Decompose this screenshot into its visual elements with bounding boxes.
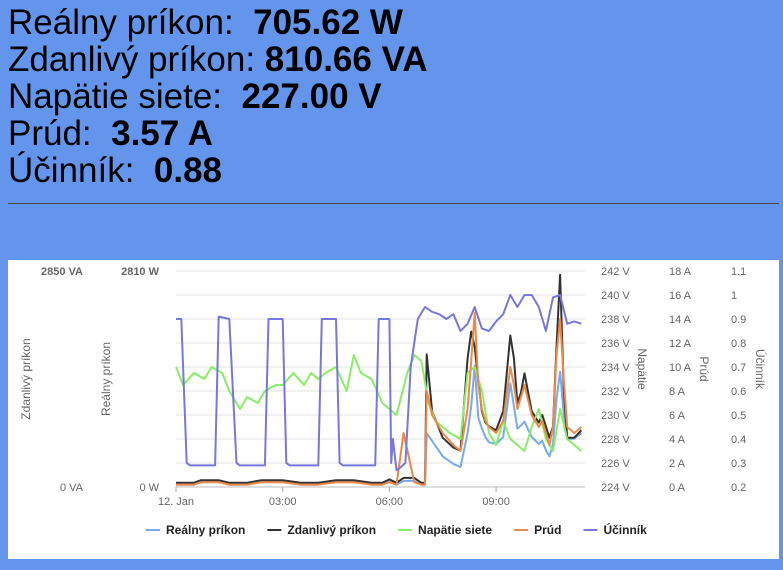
y-axis-title: Reálny príkon — [99, 342, 113, 416]
y-tick-label: 228 V — [601, 434, 630, 446]
y-tick-label: 0 A — [669, 482, 686, 494]
y-tick-label: 14 A — [669, 314, 692, 326]
y-tick-label: 1.1 — [731, 266, 746, 278]
series-line — [176, 273, 583, 484]
reading-label: Zdanlivý príkon: — [8, 40, 256, 79]
legend-entry: Napätie siete — [418, 523, 492, 537]
y-tick-label: 236 V — [601, 338, 630, 350]
y-tick-label: 238 V — [601, 314, 630, 326]
legend-entry: Prúd — [534, 523, 561, 537]
y-tick-label: 0.5 — [731, 410, 746, 422]
y-tick-label: 226 V — [601, 458, 630, 470]
series-line — [175, 354, 583, 452]
y-tick-label: 240 V — [601, 290, 630, 302]
y-tick-label: 6 A — [669, 410, 686, 422]
y-tick-label: 0.2 — [731, 482, 746, 494]
x-tick-label: 09:00 — [482, 496, 510, 508]
legend-entry: Zdanlivý príkon — [287, 523, 376, 537]
reading-label: Napätie siete: — [8, 77, 223, 116]
y-tick-label: 224 V — [601, 482, 630, 494]
y-axis-title: Prúd — [697, 356, 711, 381]
divider — [8, 203, 779, 204]
y-tick-label: 16 A — [669, 290, 692, 302]
y-tick-label: 230 V — [601, 410, 630, 422]
reading-label: Účinník: — [8, 151, 135, 190]
y-tick-label: 0.3 — [731, 458, 746, 470]
legend-entry: Reálny príkon — [166, 523, 245, 537]
y-tick-label: 18 A — [669, 266, 692, 278]
y-axis-title: Zdanlivý príkon — [19, 338, 33, 419]
y-tick-label: 2850 VA — [41, 266, 83, 278]
reading-voltage: Napätie siete: 227.00 V — [8, 78, 428, 115]
y-tick-label: 232 V — [601, 386, 630, 398]
y-tick-label: 2 A — [669, 458, 686, 470]
y-tick-label: 0.4 — [731, 434, 746, 446]
y-tick-label: 234 V — [601, 362, 630, 374]
y-tick-label: 0 W — [139, 482, 159, 494]
y-tick-label: 4 A — [669, 434, 686, 446]
reading-power-factor: Účinník: 0.88 — [8, 152, 428, 189]
y-tick-label: 12 A — [669, 338, 692, 350]
y-tick-label: 0.8 — [731, 338, 746, 350]
series-line — [176, 312, 583, 486]
y-tick-label: 2810 W — [121, 266, 160, 278]
x-tick-label: 06:00 — [376, 496, 404, 508]
y-tick-label: 10 A — [669, 362, 692, 374]
reading-value: 3.57 A — [111, 114, 213, 153]
reading-label: Prúd: — [8, 114, 92, 153]
y-tick-label: 242 V — [601, 266, 630, 278]
y-tick-label: 8 A — [669, 386, 686, 398]
y-tick-label: 1 — [731, 290, 737, 302]
reading-value: 0.88 — [153, 151, 223, 190]
reading-current: Prúd: 3.57 A — [8, 115, 428, 152]
reading-apparent-power: Zdanlivý príkon: 810.66 VA — [8, 41, 428, 78]
y-axis-title: Napätie — [635, 348, 649, 390]
reading-value: 705.62 W — [253, 3, 403, 42]
x-tick-label: 12. Jan — [158, 496, 194, 508]
reading-real-power: Reálny príkon: 705.62 W — [8, 4, 428, 41]
y-tick-label: 0.7 — [731, 362, 746, 374]
reading-value: 227.00 V — [241, 77, 382, 116]
series-line — [176, 364, 583, 486]
readings-panel: Reálny príkon: 705.62 W Zdanlivý príkon:… — [8, 4, 428, 189]
series-line — [176, 294, 582, 472]
reading-value: 810.66 VA — [264, 40, 428, 79]
reading-label: Reálny príkon: — [8, 3, 234, 42]
chart-svg[interactable]: 12. Jan 03:00 06:00 09:00 0 VA 2850 VA Zdanliv… — [8, 260, 779, 559]
legend-entry: Účinník — [603, 522, 647, 537]
y-tick-label: 0 VA — [60, 482, 84, 494]
x-tick-label: 03:00 — [269, 496, 297, 508]
power-chart[interactable]: 12. Jan 03:00 06:00 09:00 0 VA 2850 VA Zdanliv… — [8, 260, 779, 559]
y-tick-label: 0.9 — [731, 314, 746, 326]
y-tick-label: 0.6 — [731, 386, 746, 398]
y-axis-title: Účinník — [753, 349, 768, 390]
